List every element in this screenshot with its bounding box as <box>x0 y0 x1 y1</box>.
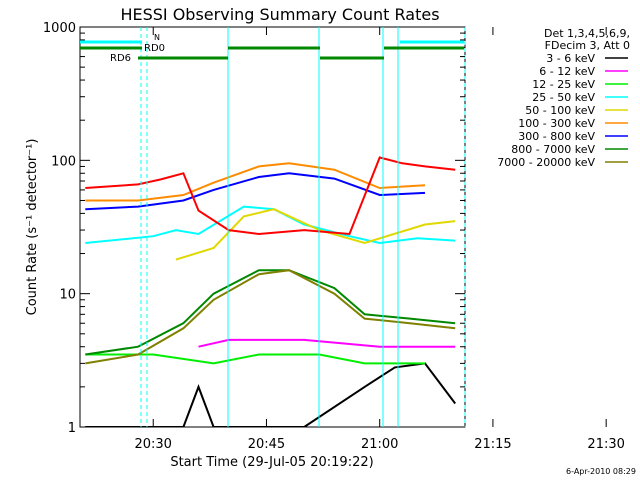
chart-title: HESSI Observing Summary Count Rates <box>120 5 439 24</box>
legend-label: 300 - 800 keV <box>518 130 595 143</box>
series-line-8 <box>85 269 456 365</box>
series-line-6 <box>85 172 426 211</box>
y-tick-label: 1 <box>68 421 76 436</box>
y-tick-label: 100 <box>51 154 76 169</box>
legend-header: FDecim 3, Att 0 <box>545 39 630 52</box>
y-axis-title: Count Rate (s⁻¹ detector⁻¹) <box>25 139 40 316</box>
legend-label: 12 - 25 keV <box>532 78 595 91</box>
legend-label: 6 - 12 keV <box>539 65 595 78</box>
legend-label: 50 - 100 keV <box>525 104 595 117</box>
x-tick-label: 21:00 <box>361 437 398 452</box>
series-line-7 <box>85 269 456 356</box>
series-line-5 <box>85 162 426 202</box>
series-line-0 <box>85 362 456 427</box>
timestamp: 6-Apr-2010 08:29 <box>566 467 636 476</box>
x-tick-label: 20:30 <box>134 437 171 452</box>
att-label-rd0: RD0 <box>144 43 165 54</box>
legend-header: Det 1,3,4,5,6,9, <box>544 27 630 40</box>
att-label-rd6: RD6 <box>110 53 131 64</box>
plot-frame <box>79 26 466 428</box>
x-axis-title: Start Time (29-Jul-05 20:19:22) <box>170 455 373 470</box>
series-line-4 <box>175 208 456 261</box>
data-layer <box>85 156 456 427</box>
legend-label: 7000 - 20000 keV <box>497 156 595 169</box>
series-line-1 <box>198 338 456 348</box>
series-line-9 <box>85 156 456 236</box>
legend-label: 3 - 6 keV <box>546 52 595 65</box>
y-axis: 1 10 100 1000 <box>43 21 465 436</box>
x-tick-label: 20:45 <box>248 437 285 452</box>
series-line-2 <box>85 353 425 365</box>
att-label-n: N <box>154 33 160 42</box>
legend: Det 1,3,4,5,6,9,FDecim 3, Att 03 - 6 keV… <box>497 27 630 169</box>
x-tick-label: 21:15 <box>474 437 511 452</box>
y-tick-label: 10 <box>59 288 76 303</box>
y-tick-label: 1000 <box>43 21 76 36</box>
legend-label: 100 - 300 keV <box>518 117 595 130</box>
attenuator-bars: N RD0 RD6 <box>80 33 464 64</box>
legend-label: 800 - 7000 keV <box>511 143 595 156</box>
plot-area <box>79 26 466 428</box>
x-tick-label: 21:30 <box>587 437 624 452</box>
vertical-markers <box>140 27 466 427</box>
legend-label: 25 - 50 keV <box>532 91 595 104</box>
